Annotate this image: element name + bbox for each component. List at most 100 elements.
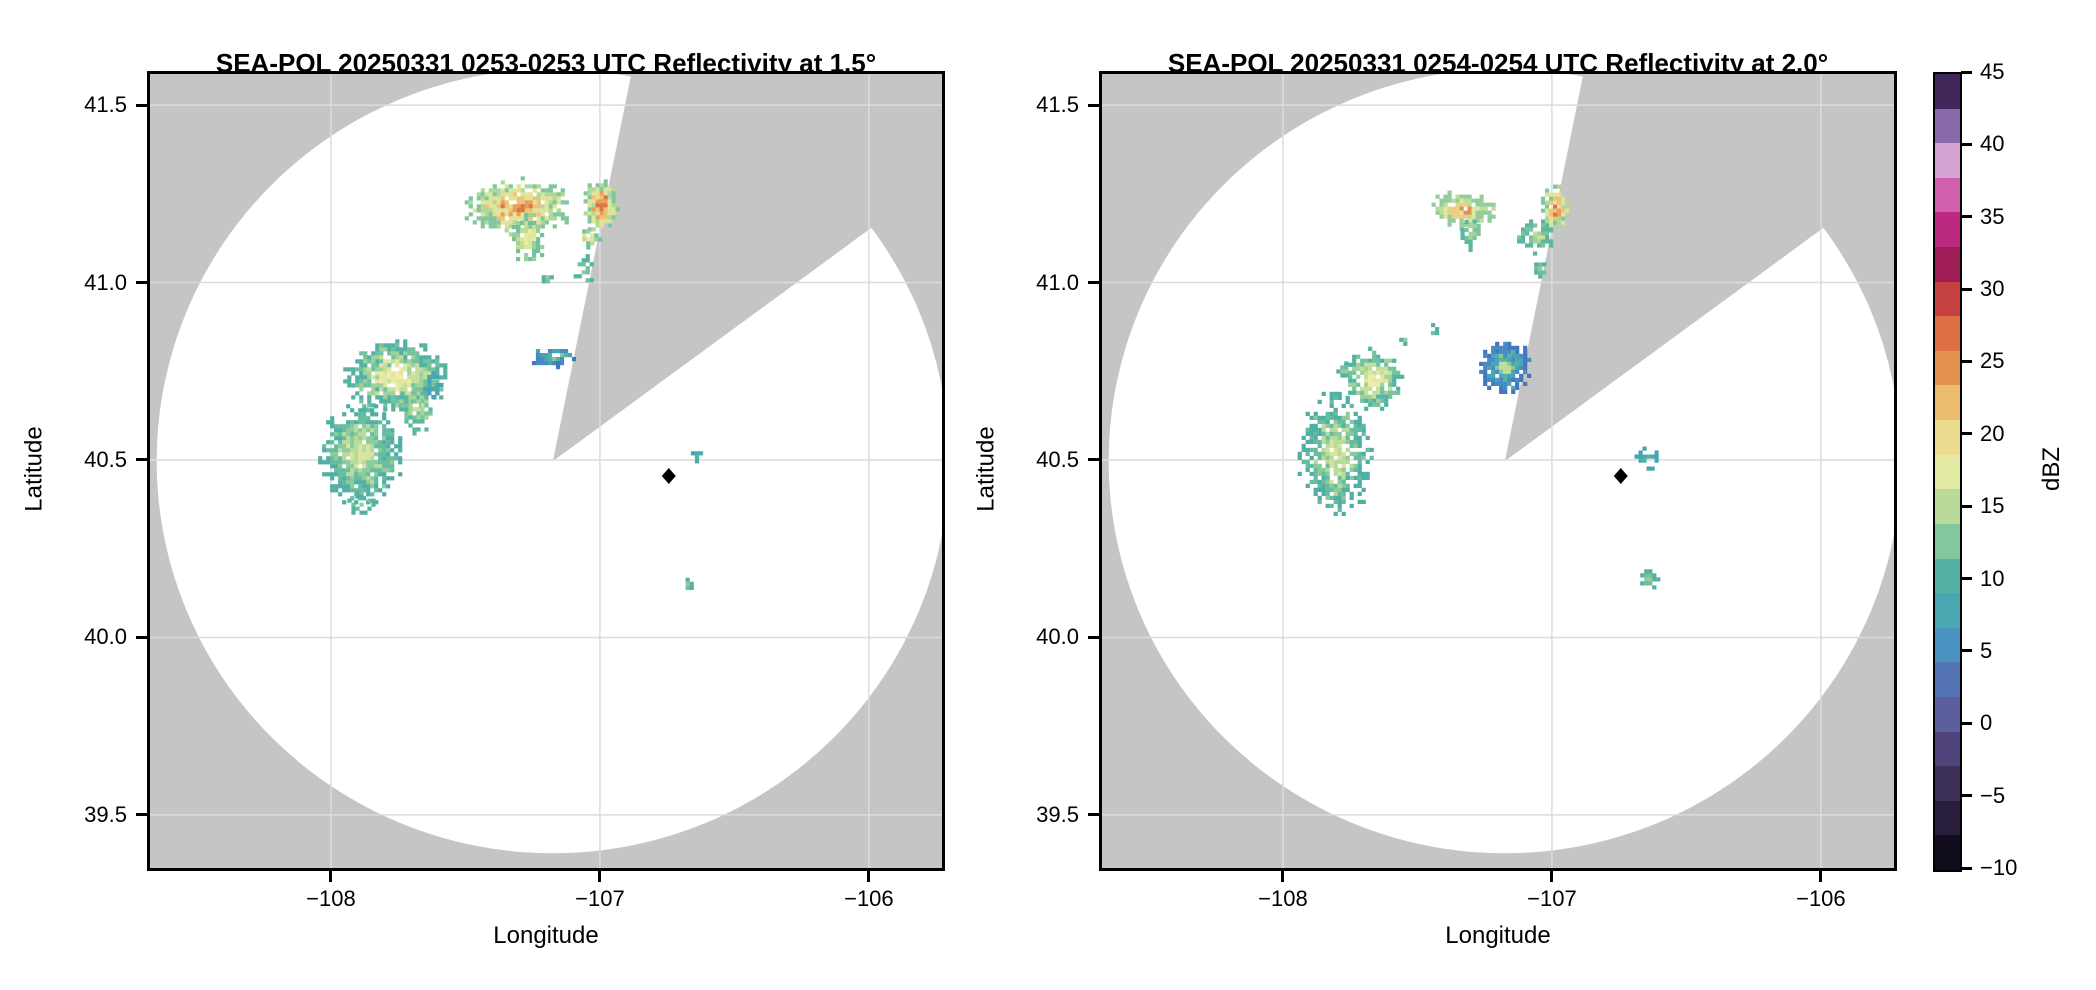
colorbar-band [1935,247,1960,282]
y-axis-label: Latitude [20,426,48,512]
y-tick-label: 40.5 [84,446,127,472]
x-axis-label: Longitude [493,922,599,949]
y-tick [136,281,147,285]
reflectivity-cell-west-cluster [1344,346,1405,411]
colorbar-band [1935,489,1960,524]
colorbar-tick [1961,432,1972,436]
colorbar-tick-label: 20 [1980,420,2005,446]
colorbar-tick-label: 25 [1980,348,2005,374]
plot-spine [147,71,945,871]
colorbar-band [1935,281,1960,317]
colorbar-band [1935,766,1960,801]
x-tick [1550,871,1554,882]
x-tick-label: −108 [306,886,356,911]
y-tick-label: 41.0 [1036,269,1079,295]
y-tick-label: 40.0 [1036,624,1079,650]
reflectivity-cell-sw-cluster [1297,391,1374,516]
colorbar-band [1935,73,1960,109]
x-tick [598,871,602,882]
colorbar-band [1935,212,1960,248]
colorbar-tick-label: 10 [1980,565,2005,591]
colorbar-band [1935,558,1960,594]
colorbar-tick-label: 40 [1980,131,2005,157]
location-marker-icon [1613,467,1628,484]
ppi-plot-area [147,68,950,871]
y-tick [1088,281,1099,285]
colorbar-band [1935,143,1960,178]
colorbar-tick [1961,504,1972,508]
colorbar-band [1935,420,1960,455]
reflectivity-cell-south-speck [1640,569,1661,590]
reflectivity-cell-sw-cluster [318,404,403,505]
reflectivity-cell-near-marker-specks [690,451,704,464]
colorbar-tick-label: 15 [1980,493,2005,519]
y-tick-label: 40.0 [84,624,127,650]
y-axis-label: Latitude [972,426,1000,512]
x-axis-label: Longitude [1445,922,1551,949]
y-tick [1088,635,1099,639]
location-marker-icon [661,467,676,484]
x-tick [329,871,333,882]
colorbar-band [1935,177,1960,213]
plot-spine [1099,71,1897,871]
ppi-plot-area [1099,68,1902,871]
reflectivity-cell-ne-cell-south [582,229,603,250]
colorbar-tick [1961,649,1972,653]
colorbar [1933,72,1962,872]
colorbar-tick [1961,866,1972,870]
reflectivity-cell-ne-specks [573,254,594,283]
y-tick [1088,458,1099,462]
reflectivity-cell-center-teal-cell [1479,341,1532,394]
colorbar-tick [1961,70,1972,74]
colorbar-band [1935,523,1960,559]
colorbar-tick-label: −5 [1980,782,2006,808]
y-tick-label: 41.5 [84,92,127,118]
colorbar-tick [1961,359,1972,363]
reflectivity-cell-north-speck-1 [1399,337,1408,346]
colorbar-band [1935,593,1960,628]
x-tick-label: −107 [1527,886,1577,911]
reflectivity-cell-near-marker-specks [1634,446,1659,471]
colorbar-tick-label: 5 [1980,637,1993,663]
y-tick-label: 41.0 [84,269,127,295]
reflectivity-cell-nw-cluster [464,176,569,237]
reflectivity-cell-speck-north [541,275,554,284]
y-tick-label: 41.5 [1036,92,1079,118]
reflectivity-cell-west-specks [1336,361,1349,378]
colorbar-band [1935,696,1960,732]
colorbar-band [1935,454,1960,490]
colorbar-tick-label: 30 [1980,276,2005,302]
reflectivity-cell-west-cluster [343,339,448,412]
reflectivity-cell-sw-tail [347,490,376,515]
reflectivity-cell-ne-cell-southwest [1517,219,1554,256]
y-tick [1088,813,1099,817]
colorbar-band [1935,835,1960,870]
colorbar-axis-label: dBZ [2038,446,2066,492]
reflectivity-cell-ne-cell [583,179,620,232]
colorbar-tick [1961,142,1972,146]
blocked-sector-wedge [552,71,945,462]
reflectivity-cell-center-blue-cell [531,349,577,370]
reflectivity-cell-north-speck-2 [1431,323,1440,336]
x-tick-label: −107 [575,886,625,911]
colorbar-band [1935,108,1960,144]
x-tick [1281,871,1285,882]
colorbar-band [1935,800,1960,836]
colorbar-tick [1961,215,1972,219]
colorbar-band [1935,316,1960,351]
x-tick [867,871,871,882]
x-tick-label: −106 [844,886,894,911]
x-tick-label: −108 [1258,886,1308,911]
colorbar-tick [1961,794,1972,798]
y-tick [1088,103,1099,107]
y-tick [136,103,147,107]
colorbar-band [1935,385,1960,421]
colorbar-band [1935,627,1960,663]
colorbar-tick [1961,721,1972,725]
colorbar-tick-label: −10 [1980,855,2018,880]
y-tick-label: 39.5 [1036,801,1079,827]
reflectivity-cell-south-speck [685,577,694,590]
colorbar-tick-label: 45 [1980,59,2005,84]
colorbar-tick [1961,577,1972,581]
